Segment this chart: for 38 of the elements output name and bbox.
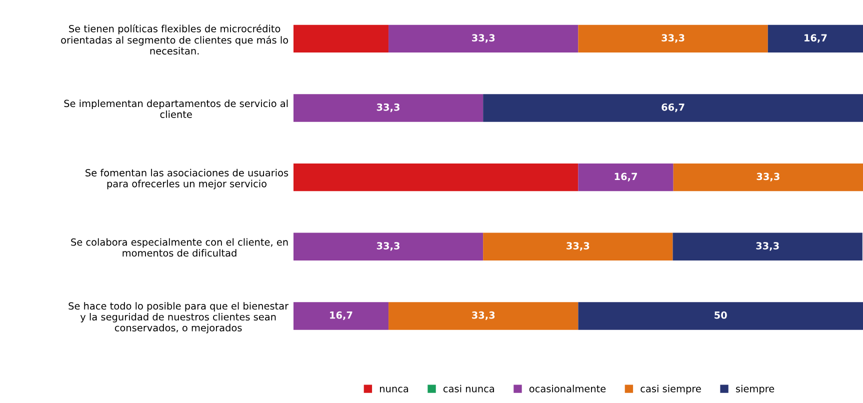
y-tick-label: Se fomentan las asociaciones de usuarios para ofrecerles un mejor servicio — [86, 168, 288, 190]
bar — [578, 302, 863, 330]
data-label: 50 — [714, 311, 727, 319]
data-label: 16,7 — [804, 34, 827, 43]
bar — [293, 163, 578, 192]
bar — [293, 24, 389, 53]
bar — [293, 302, 389, 330]
legend-label: siempre — [736, 384, 774, 394]
data-label: 33,3 — [756, 242, 779, 251]
data-label: 33,3 — [472, 311, 495, 320]
y-tick-label: Se colabora especialmente con el cliente, en momentos de dificultad — [71, 238, 288, 257]
bar — [483, 232, 673, 260]
legend-label: casi nunca — [443, 384, 494, 392]
bar — [673, 163, 863, 192]
bar — [578, 24, 768, 53]
data-label: 33,3 — [376, 103, 400, 112]
data-label: 33,3 — [376, 242, 400, 251]
data-label: 16,7 — [614, 172, 637, 182]
y-tick-label: Se tienen políticas flexibles de microcrédito orientadas al segmento de clientes que más lo necesitan. — [61, 24, 288, 55]
bar — [768, 24, 863, 53]
bar — [388, 302, 578, 330]
data-label: 33,3 — [566, 242, 590, 251]
bar — [483, 94, 863, 122]
y-tick-label: Se hace todo lo posible para que el bienestar y la seguridad de nuestros clientes sean conservados, o mejorados — [68, 302, 289, 334]
bar — [578, 163, 674, 192]
data-label: 33,3 — [662, 34, 684, 43]
legend-label: nunca — [380, 386, 408, 392]
bar — [293, 94, 484, 122]
bar — [293, 232, 484, 260]
data-label: 33,3 — [756, 172, 780, 182]
data-label: 33,3 — [472, 34, 495, 43]
legend-label: casi siempre — [640, 384, 701, 394]
bar — [388, 24, 578, 53]
data-label: 16,7 — [330, 311, 352, 320]
y-tick-label: Se implementan departamentos de servicio al cliente — [64, 100, 288, 118]
bar — [672, 232, 862, 260]
data-label: 66,7 — [662, 103, 684, 112]
legend-label: ocasionalmente — [529, 384, 606, 392]
